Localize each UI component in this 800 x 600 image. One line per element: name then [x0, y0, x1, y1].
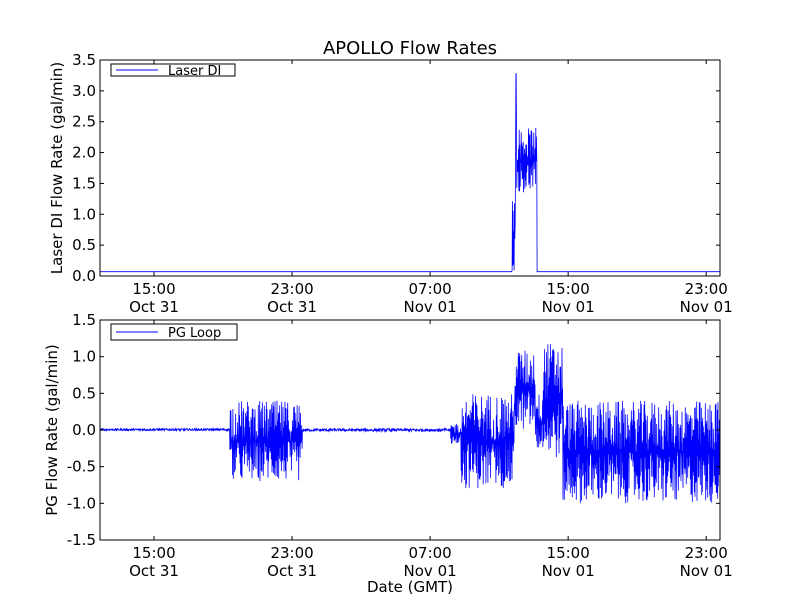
y-tick-label: 0.5 — [72, 236, 96, 254]
x-tick-label-time: 23:00 — [270, 544, 313, 562]
x-tick-label-date: Nov 01 — [542, 562, 595, 580]
x-tick-label-time: 23:00 — [270, 280, 313, 298]
axes-frame — [99, 59, 721, 277]
chart-title: APOLLO Flow Rates — [323, 38, 497, 59]
y-tick-label: 1.5 — [72, 311, 96, 329]
x-tick-label-date: Oct 31 — [267, 298, 317, 316]
x-tick-label-time: 23:00 — [685, 544, 728, 562]
y-tick-label: 1.5 — [72, 174, 96, 192]
x-tick-label-date: Oct 31 — [129, 562, 179, 580]
y-tick-label: 2.5 — [72, 113, 96, 131]
x-tick-label-time: 07:00 — [408, 280, 451, 298]
x-tick-label-time: 15:00 — [547, 280, 590, 298]
y-axis-label: Laser DI Flow Rate (gal/min) — [48, 62, 66, 274]
y-tick-label: -1.5 — [67, 531, 96, 549]
y-tick-label: 1.0 — [72, 348, 96, 366]
y-axis-label: PG Flow Rate (gal/min) — [43, 344, 61, 516]
y-tick-label: 1.0 — [72, 205, 96, 223]
legend-box — [110, 63, 236, 77]
x-tick-label-time: 15:00 — [132, 544, 175, 562]
x-tick-label-date: Nov 01 — [680, 562, 733, 580]
y-tick-label: 0.0 — [72, 267, 96, 285]
x-tick-label-time: 23:00 — [685, 280, 728, 298]
x-tick-label-date: Nov 01 — [404, 298, 457, 316]
series-line-pg-loop — [100, 344, 720, 504]
x-tick-label-time: 15:00 — [132, 280, 175, 298]
y-tick-label: 3.0 — [72, 82, 96, 100]
y-tick-label: 0.0 — [72, 421, 96, 439]
legend-label: PG Loop — [168, 326, 221, 341]
legend-label: Laser DI — [168, 64, 221, 79]
y-tick-label: -0.5 — [67, 458, 96, 476]
x-tick-label-time: 07:00 — [408, 544, 451, 562]
x-tick-label-date: Nov 01 — [542, 298, 595, 316]
legend: PG Loop — [110, 323, 238, 341]
x-tick-label-date: Nov 01 — [680, 298, 733, 316]
y-tick-label: -1.0 — [67, 494, 96, 512]
x-tick-label-time: 15:00 — [547, 544, 590, 562]
x-tick-label-date: Nov 01 — [404, 562, 457, 580]
y-tick-label: 3.5 — [72, 51, 96, 69]
legend-box — [110, 323, 238, 341]
x-tick-label-date: Oct 31 — [129, 298, 179, 316]
x-axis-label: Date (GMT) — [367, 578, 453, 596]
y-tick-label: 2.0 — [72, 144, 96, 162]
legend: Laser DI — [110, 63, 236, 79]
y-tick-label: 0.5 — [72, 384, 96, 402]
series-line-laser-di — [100, 73, 720, 273]
x-tick-label-date: Oct 31 — [267, 562, 317, 580]
